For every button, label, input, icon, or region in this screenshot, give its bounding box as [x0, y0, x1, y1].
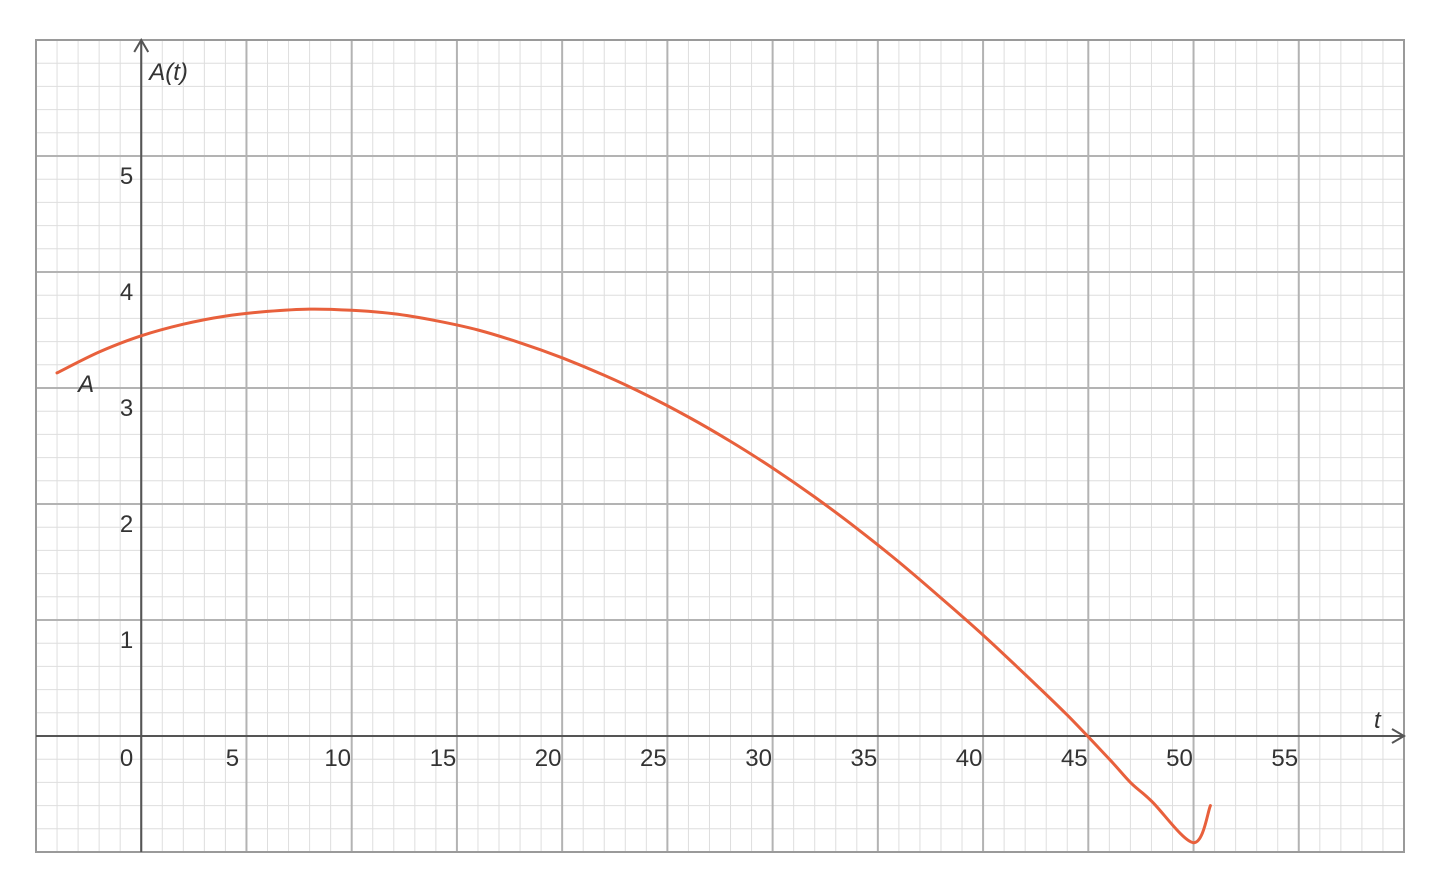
x-tick-label: 5: [226, 745, 239, 772]
x-axis-arrow: [1391, 728, 1406, 744]
series-line-A: [55, 307, 1212, 845]
y-axis-arrow: [133, 38, 150, 53]
x-tick-label: 0: [120, 745, 133, 772]
y-tick-label: 3: [120, 395, 133, 422]
major-grid: [35, 39, 1405, 853]
x-tick-label: 25: [640, 745, 667, 772]
x-tick-label: 30: [745, 745, 772, 772]
x-tick-label: 15: [430, 745, 457, 772]
x-tick-label: 55: [1271, 745, 1298, 772]
axes: [36, 38, 1406, 852]
x-tick-label: 50: [1166, 745, 1193, 772]
y-tick-label: 5: [120, 163, 133, 190]
x-tick-label: 45: [1061, 745, 1088, 772]
y-axis-title: A(t): [147, 59, 188, 86]
y-tick-label: 4: [120, 279, 133, 306]
y-tick-label: 2: [120, 511, 133, 538]
y-tick-labels: 1 2 3 4 5: [120, 163, 133, 654]
x-tick-label: 40: [956, 745, 983, 772]
x-tick-label: 20: [535, 745, 562, 772]
x-tick-label: 10: [324, 745, 351, 772]
x-tick-labels: 0 5 10 15 20 25 30 35 40 45 50 55: [120, 745, 1298, 772]
x-tick-label: 35: [850, 745, 877, 772]
minor-grid: [36, 40, 1404, 852]
plot-border: [35, 39, 1405, 853]
x-axis-title: t: [1374, 707, 1382, 734]
series-label-A: A: [76, 371, 94, 398]
y-tick-label: 1: [120, 627, 133, 654]
